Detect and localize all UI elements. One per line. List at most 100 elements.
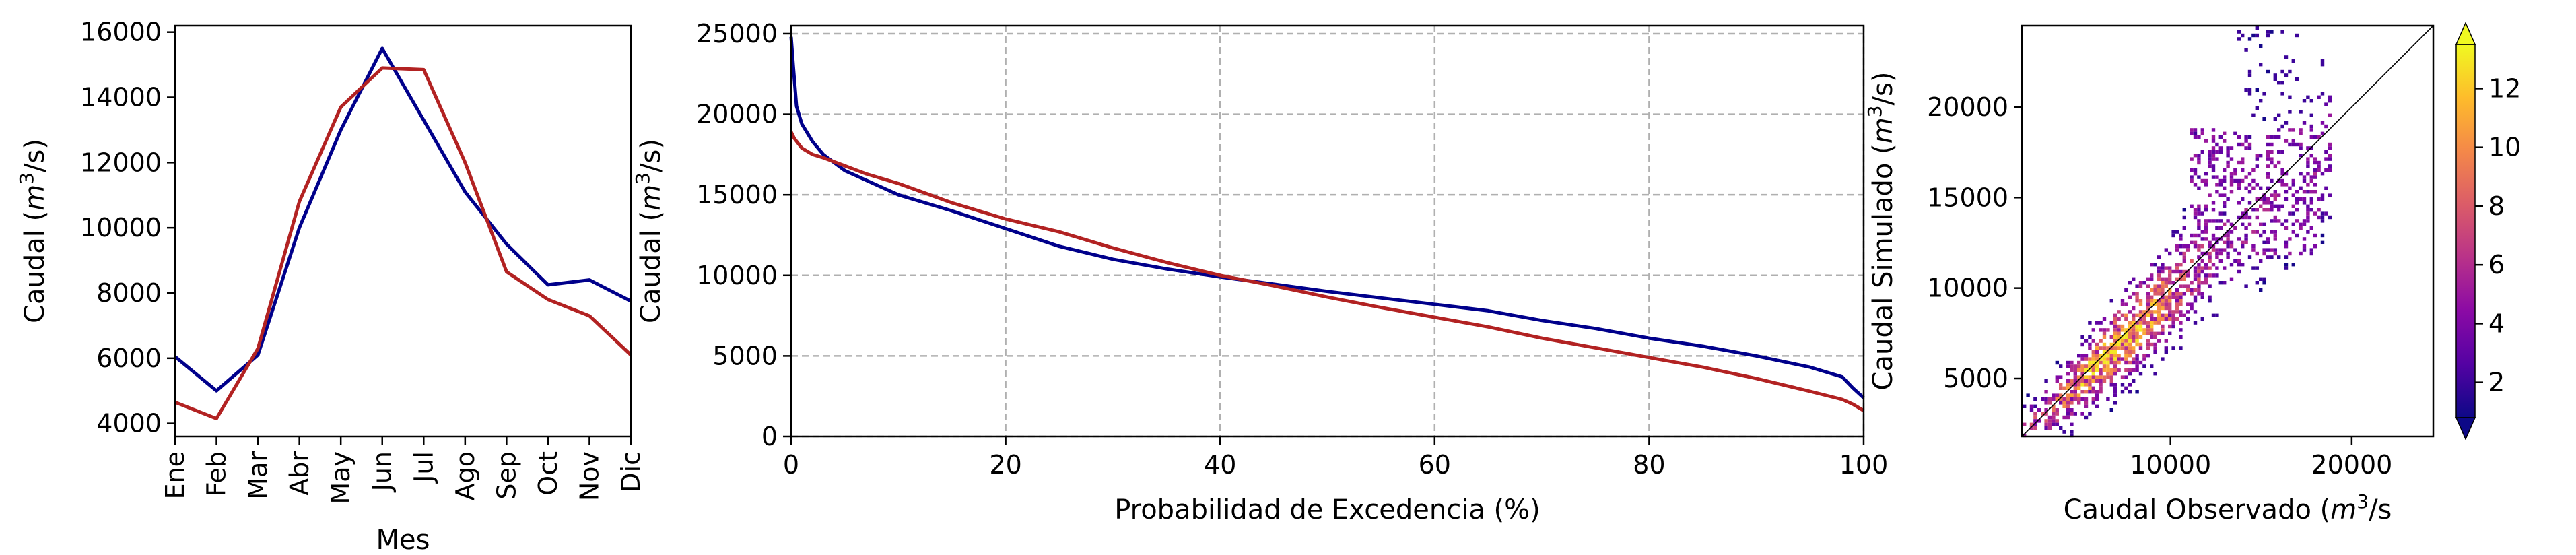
histogram-bin [2055, 422, 2059, 426]
histogram-bin [2218, 248, 2223, 252]
histogram-bin [2204, 139, 2208, 143]
histogram-bin [2211, 135, 2216, 139]
histogram-bin [2218, 259, 2223, 263]
x-tick-label: Ene [160, 451, 190, 499]
histogram-bin [2262, 277, 2266, 281]
histogram-bin [2080, 397, 2084, 401]
histogram-bin [2204, 266, 2208, 270]
histogram-bin [2313, 190, 2317, 194]
histogram-bin [2091, 390, 2095, 394]
histogram-bin [2273, 251, 2277, 256]
histogram-bin [2255, 33, 2259, 38]
histogram-bin [2302, 201, 2307, 205]
histogram-bin [2244, 48, 2248, 52]
histogram-bin [2113, 317, 2117, 321]
histogram-bin [2153, 317, 2157, 321]
histogram-bin [2200, 178, 2204, 183]
histogram-bin [2280, 222, 2284, 226]
histogram-bin [2099, 321, 2103, 325]
histogram-bin [2088, 412, 2092, 416]
y-tick-label: 10000 [80, 213, 162, 242]
histogram-bin [2182, 251, 2186, 256]
histogram-bin [2190, 178, 2194, 183]
histogram-bin [2106, 364, 2110, 368]
histogram-bin [2251, 230, 2256, 234]
histogram-bin [2280, 168, 2284, 172]
histogram-bin [2288, 211, 2292, 216]
histogram-bin [2200, 269, 2204, 274]
histogram-bin [2204, 230, 2208, 234]
histogram-bin [2299, 226, 2303, 230]
histogram-bin [2270, 160, 2274, 165]
histogram-bin [2233, 172, 2237, 176]
histogram-bin [2077, 401, 2081, 405]
histogram-bin [2266, 208, 2270, 212]
histogram-bin [2171, 292, 2175, 296]
histogram-bin [2109, 346, 2113, 350]
histogram-bin [2313, 135, 2317, 139]
histogram-bin [2186, 244, 2190, 249]
histogram-bin [2320, 240, 2325, 244]
histogram-bin [2247, 215, 2252, 220]
histogram-bin [2132, 346, 2136, 350]
histogram-bin [2132, 324, 2136, 329]
histogram-bin [2109, 368, 2113, 372]
histogram-bin [2193, 183, 2198, 187]
histogram-bin [2113, 390, 2117, 394]
histogram-bin [2229, 183, 2234, 187]
histogram-bin [2135, 324, 2139, 329]
histogram-bin [2168, 266, 2172, 270]
histogram-bin [2273, 135, 2277, 139]
histogram-bin [2197, 273, 2201, 278]
histogram-bin [2215, 240, 2219, 244]
histogram-bin [2309, 146, 2313, 150]
histogram-bin [2211, 154, 2216, 158]
histogram-bin [2146, 277, 2150, 281]
histogram-bin [2175, 317, 2179, 321]
histogram-bin [2328, 164, 2332, 168]
histogram-bin [2171, 321, 2175, 325]
histogram-bin [2302, 248, 2307, 252]
histogram-bin [2193, 135, 2198, 139]
histogram-bin [2161, 295, 2165, 299]
x-tick-label: 10000 [2130, 450, 2211, 480]
histogram-bin [2270, 135, 2274, 139]
histogram-bin [2146, 310, 2150, 314]
histogram-bin [2077, 368, 2081, 372]
histogram-bin [2190, 131, 2194, 135]
histogram-bin [2171, 230, 2175, 234]
histogram-bin [2124, 346, 2128, 350]
histogram-bin [2041, 397, 2045, 401]
histogram-bin [2150, 317, 2154, 321]
histogram-bin [2247, 92, 2252, 96]
y-tick-label: 8000 [96, 278, 162, 308]
histogram-bin [2055, 375, 2059, 379]
histogram-bin [2073, 397, 2077, 401]
histogram-bin [2124, 350, 2128, 354]
x-tick-label: Abr [285, 451, 314, 496]
histogram-bin [2062, 415, 2066, 420]
histogram-bin [2284, 190, 2289, 194]
histogram-bin [2247, 222, 2252, 226]
histogram-bin [2255, 157, 2259, 161]
histogram-bin [2306, 95, 2310, 99]
histogram-bin [2309, 124, 2313, 129]
histogram-bin [2215, 183, 2219, 187]
histogram-bin [2197, 288, 2201, 292]
histogram-bin [2255, 154, 2259, 158]
observed-vs-simulated-heatmap: 5000 10000 15000 20000 10000 20000 Caudal Obse… [1864, 24, 2435, 525]
histogram-bin [2259, 186, 2263, 190]
histogram-bin [2164, 302, 2168, 306]
histogram-bin [2095, 342, 2099, 347]
histogram-bin [2161, 357, 2165, 361]
monthly-series-line-2 [174, 66, 632, 420]
histogram-bin [2066, 379, 2070, 383]
histogram-bin [2023, 422, 2027, 426]
histogram-bin [2280, 124, 2284, 129]
histogram-bin [2175, 288, 2179, 292]
histogram-bin [2259, 204, 2263, 208]
histogram-bin [2171, 310, 2175, 314]
histogram-bin [2080, 383, 2084, 387]
histogram-bin [2150, 342, 2154, 347]
histogram-bin [2066, 393, 2070, 397]
